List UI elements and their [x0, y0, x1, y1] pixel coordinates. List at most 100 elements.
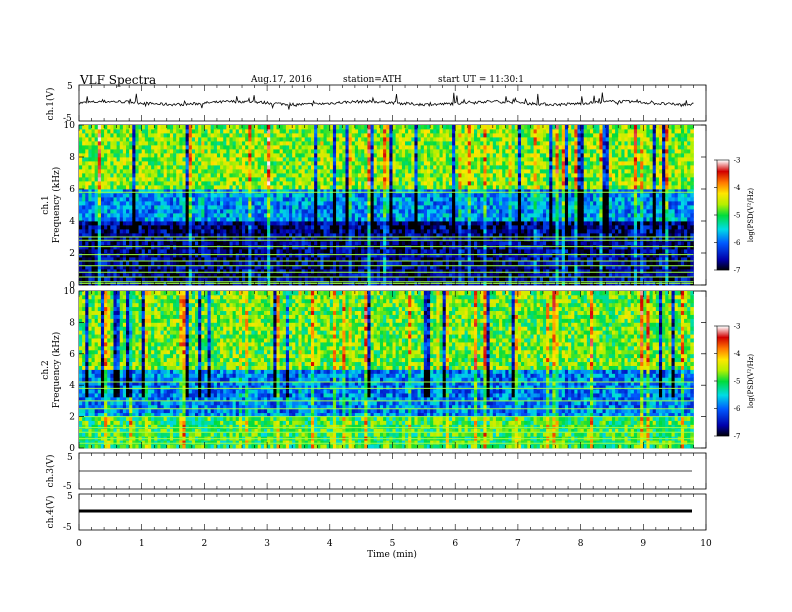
- spectrogram-cell: [373, 157, 378, 162]
- spectrogram-cell: [389, 237, 393, 242]
- spectrogram-cell: [182, 221, 186, 226]
- spectrogram-cell: [169, 249, 174, 254]
- spectrogram-cell: [238, 149, 243, 154]
- spectrogram-cell: [254, 205, 259, 210]
- spectrogram-cell: [238, 265, 243, 270]
- spectrogram-cell: [191, 245, 196, 250]
- spectrogram-cell: [122, 269, 127, 274]
- spectrogram-cell: [245, 189, 249, 194]
- spectrogram-cell: [367, 261, 371, 266]
- spectrogram-cell: [430, 209, 434, 214]
- spectrogram-cell: [408, 245, 412, 250]
- spectrogram-cell: [373, 253, 378, 258]
- spectrogram-cell: [135, 229, 139, 234]
- spectrogram-cell: [135, 261, 139, 266]
- spectrogram-cell: [242, 185, 246, 190]
- spectrogram-cell: [132, 245, 136, 250]
- spectrogram-cell: [326, 241, 331, 246]
- spectrogram-cell: [310, 253, 315, 258]
- spectrogram-cell: [332, 261, 337, 266]
- spectrogram-cell: [100, 269, 105, 274]
- spectrogram-cell: [113, 233, 118, 238]
- spectrogram-cell: [91, 129, 96, 134]
- spectrogram-cell: [370, 277, 375, 282]
- spectrogram-cell: [104, 169, 108, 174]
- spectrogram-cell: [232, 269, 237, 274]
- spectrogram-cell: [210, 201, 215, 206]
- spectrogram-cell: [358, 197, 362, 202]
- spectrogram-cell: [298, 269, 302, 274]
- spectrogram-cell: [370, 201, 375, 206]
- spectrogram-cell: [198, 245, 202, 250]
- spectrogram-cell: [298, 137, 302, 142]
- spectrogram-cell: [464, 189, 469, 194]
- spectrogram-cell: [163, 185, 168, 190]
- spectrogram-cell: [285, 157, 290, 162]
- spectrogram-cell: [430, 193, 434, 198]
- spectrogram-cell: [320, 189, 324, 194]
- spectrogram-cell: [198, 209, 202, 214]
- spectrogram-cell: [426, 261, 431, 266]
- spectrogram-cell: [185, 189, 190, 194]
- spectrogram-cell: [138, 233, 143, 238]
- spectrogram-cell: [270, 169, 274, 174]
- spectrogram-cell: [436, 209, 440, 214]
- spectrogram-cell: [191, 213, 196, 218]
- spectrogram-cell: [276, 181, 281, 186]
- spectrogram-cell: [339, 265, 343, 270]
- spectrogram-cell: [310, 185, 315, 190]
- spectrogram-cell: [289, 145, 293, 150]
- spectrogram-cell: [160, 261, 165, 266]
- spectrogram-cell: [342, 257, 346, 262]
- spectrogram-cell: [113, 133, 118, 138]
- spectrogram-cell: [242, 209, 246, 214]
- spectrogram-cell: [135, 177, 139, 182]
- spectrogram-cell: [405, 245, 409, 250]
- spectrogram-cell: [414, 217, 418, 222]
- spectrogram-cell: [263, 213, 268, 218]
- spectrogram-cell: [107, 189, 111, 194]
- spectrogram-cell: [279, 149, 284, 154]
- spectrogram-cell: [351, 185, 356, 190]
- spectrogram-cell: [455, 161, 459, 166]
- spectrogram-cell: [229, 129, 234, 134]
- spectrogram-cell: [188, 129, 193, 134]
- spectrogram-cell: [201, 129, 205, 134]
- spectrogram-cell: [195, 205, 199, 210]
- spectrogram-cell: [398, 189, 403, 194]
- spectrogram-cell: [358, 225, 362, 230]
- spectrogram-cell: [151, 257, 155, 262]
- spectrogram-cell: [342, 173, 346, 178]
- spectrogram-cell: [401, 177, 406, 182]
- spectrogram-cell: [295, 197, 299, 202]
- spectrogram-cell: [386, 181, 390, 186]
- spectrogram-cell: [304, 201, 309, 206]
- spectrogram-cell: [420, 141, 425, 146]
- spectrogram-cell: [201, 193, 205, 198]
- spectrogram-cell: [226, 153, 230, 158]
- spectrogram-cell: [126, 265, 130, 270]
- spectrogram-cell: [370, 173, 375, 178]
- spectrogram-cell: [348, 125, 353, 130]
- spectrogram-cell: [285, 165, 290, 170]
- spectrogram-cell: [423, 153, 428, 158]
- spectrogram-cell: [373, 173, 378, 178]
- spectrogram-cell: [354, 129, 359, 134]
- spectrogram-cell: [257, 201, 262, 206]
- spectrogram-cell: [229, 265, 234, 270]
- spectrogram-cell: [267, 245, 271, 250]
- spectrogram-cell: [163, 149, 168, 154]
- spectrogram-cell: [267, 145, 271, 150]
- spectrogram-cell: [420, 229, 425, 234]
- spectrogram-cell: [464, 261, 469, 266]
- spectrogram-cell: [104, 269, 108, 274]
- spectrogram-cell: [273, 213, 277, 218]
- spectrogram-cell: [151, 157, 155, 162]
- spectrogram-cell: [455, 169, 459, 174]
- spectrogram-cell: [461, 185, 466, 190]
- spectrogram-cell: [373, 221, 378, 226]
- spectrogram-cell: [408, 229, 412, 234]
- spectrogram-cell: [198, 241, 202, 246]
- spectrogram-cell: [185, 265, 190, 270]
- spectrogram-cell: [254, 237, 259, 242]
